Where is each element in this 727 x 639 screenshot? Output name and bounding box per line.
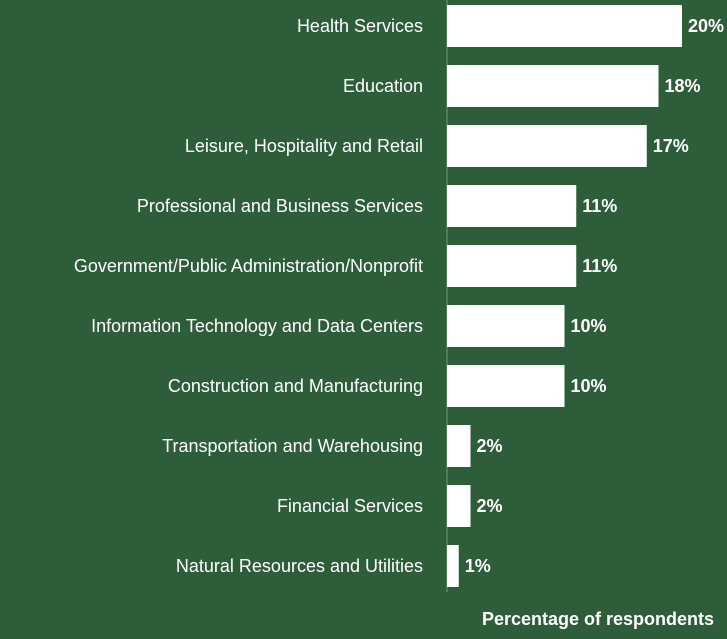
bar: [447, 185, 577, 227]
value-label: 10%: [571, 316, 607, 336]
category-label: Financial Services: [277, 496, 423, 516]
bar: [447, 305, 565, 347]
category-label: Transportation and Warehousing: [162, 436, 423, 456]
value-label: 18%: [665, 76, 701, 96]
value-label: 1%: [465, 556, 491, 576]
bar: [447, 425, 471, 467]
bar: [447, 545, 459, 587]
category-label: Natural Resources and Utilities: [176, 556, 423, 576]
value-label: 17%: [653, 136, 689, 156]
category-label: Construction and Manufacturing: [168, 376, 423, 396]
value-label: 2%: [477, 436, 503, 456]
bar: [447, 65, 659, 107]
category-label: Information Technology and Data Centers: [91, 316, 423, 336]
bar: [447, 485, 471, 527]
bar: [447, 365, 565, 407]
value-label: 10%: [571, 376, 607, 396]
category-label: Leisure, Hospitality and Retail: [185, 136, 423, 156]
category-label: Health Services: [297, 16, 423, 36]
value-label: 2%: [477, 496, 503, 516]
axis-title: Percentage of respondents: [482, 609, 714, 629]
category-label: Professional and Business Services: [137, 196, 423, 216]
category-label: Government/Public Administration/Nonprof…: [74, 256, 423, 276]
bar: [447, 245, 577, 287]
value-label: 11%: [582, 256, 617, 276]
bar: [447, 5, 682, 47]
value-label: 11%: [582, 196, 617, 216]
value-label: 20%: [688, 16, 724, 36]
category-label: Education: [343, 76, 423, 96]
bar: [447, 125, 647, 167]
